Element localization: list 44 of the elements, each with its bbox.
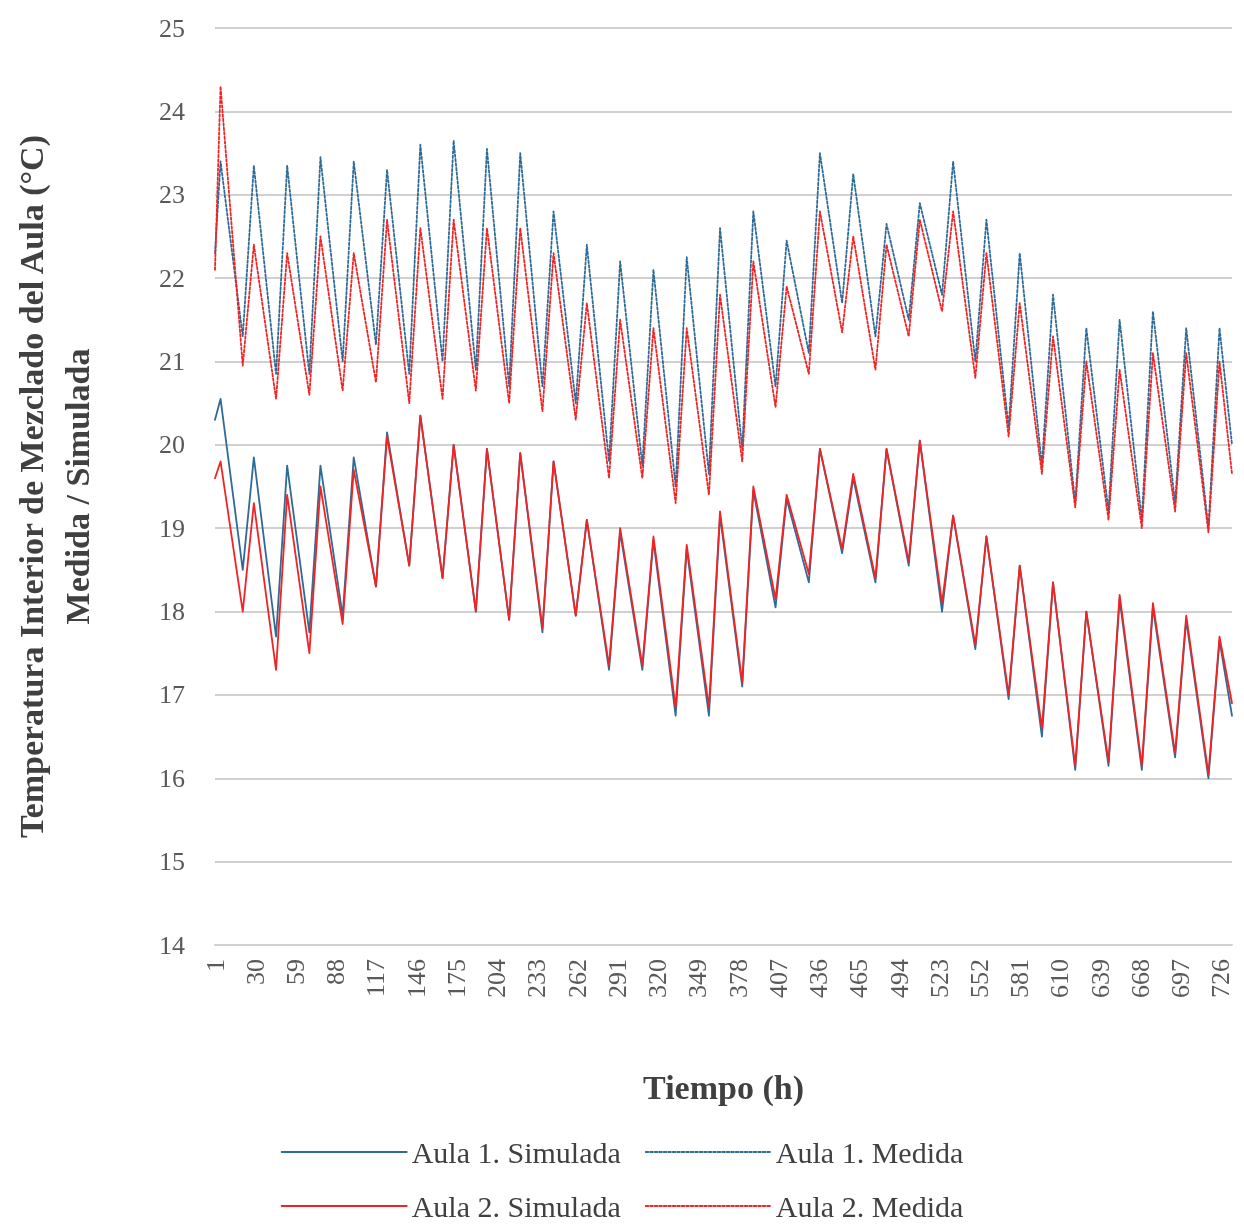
x-tick-label: 175 bbox=[441, 959, 471, 998]
x-tick-label: 204 bbox=[482, 959, 512, 998]
legend-label: Aula 1. Medida bbox=[775, 1135, 964, 1169]
x-tick-label: 668 bbox=[1125, 959, 1155, 998]
x-tick-label: 697 bbox=[1166, 959, 1196, 998]
x-tick-label: 117 bbox=[361, 959, 391, 998]
y-tick-label: 21 bbox=[159, 346, 185, 376]
y-tick-label: 19 bbox=[159, 513, 185, 543]
y-tick-label: 14 bbox=[159, 930, 185, 960]
x-axis-title: Tiempo (h) bbox=[643, 1068, 804, 1107]
x-tick-label: 262 bbox=[562, 959, 592, 998]
y-tick-label: 17 bbox=[159, 680, 185, 710]
legend-label: Aula 2. Simulada bbox=[411, 1189, 621, 1223]
x-tick-label: 146 bbox=[401, 959, 431, 998]
y-tick-label: 24 bbox=[159, 96, 185, 126]
x-tick-label: 726 bbox=[1206, 959, 1236, 998]
y-tick-label: 22 bbox=[159, 263, 185, 293]
x-tick-label: 407 bbox=[763, 959, 793, 998]
y-tick-label: 18 bbox=[159, 597, 185, 627]
y-tick-label: 20 bbox=[159, 430, 185, 460]
x-tick-label: 523 bbox=[924, 959, 954, 998]
y-tick-label: 25 bbox=[159, 13, 185, 43]
y-tick-label: 15 bbox=[159, 847, 185, 877]
x-tick-label: 291 bbox=[602, 959, 632, 998]
x-tick-label: 436 bbox=[804, 959, 834, 998]
legend-label: Aula 1. Simulada bbox=[411, 1135, 621, 1169]
x-tick-label: 378 bbox=[723, 959, 753, 998]
x-tick-label: 30 bbox=[240, 959, 270, 985]
y-tick-label: 16 bbox=[159, 763, 185, 793]
legend-label: Aula 2. Medida bbox=[775, 1189, 964, 1223]
x-tick-label: 320 bbox=[643, 959, 673, 998]
x-tick-label: 581 bbox=[1005, 959, 1035, 998]
y-tick-label: 23 bbox=[159, 180, 185, 210]
x-tick-label: 233 bbox=[522, 959, 552, 998]
x-tick-label: 1 bbox=[200, 959, 230, 972]
x-tick-label: 88 bbox=[321, 959, 351, 985]
x-tick-label: 59 bbox=[280, 959, 310, 985]
x-tick-label: 349 bbox=[683, 959, 713, 998]
x-tick-label: 465 bbox=[844, 959, 874, 998]
y-axis-title: Temperatura Interior de Mezclado del Aula (°C) Medida / Simulada bbox=[12, 135, 96, 838]
x-tick-label: 610 bbox=[1045, 959, 1075, 998]
x-tick-label: 494 bbox=[884, 959, 914, 998]
x-tick-label: 552 bbox=[964, 959, 994, 998]
x-tick-label: 639 bbox=[1085, 959, 1115, 998]
